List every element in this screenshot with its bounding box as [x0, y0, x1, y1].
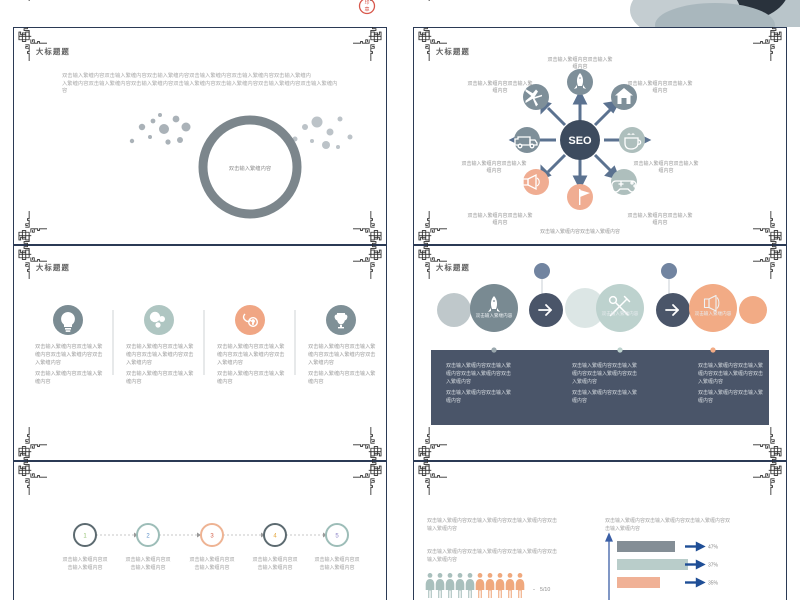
svg-text:1: 1 [83, 534, 87, 540]
svg-text:双击输入繁缠内容双击输入繁: 双击输入繁缠内容双击输入繁 [308, 369, 375, 377]
svg-text:双击输入繁缠内容双击输入繁缠内容双击输入繁缠内容双击: 双击输入繁缠内容双击输入繁缠内容双击输入繁缠内容双击 [427, 517, 557, 524]
svg-text:双击输入繁缠内容双击输入繁: 双击输入繁缠内容双击输入繁 [308, 342, 375, 350]
svg-text:缠内容双击输入繁缠内容双击: 缠内容双击输入繁缠内容双击 [446, 370, 511, 377]
svg-text:缠内容: 缠内容 [572, 63, 587, 70]
svg-text:入繁缠内容: 入繁缠内容 [572, 378, 597, 385]
svg-text:3: 3 [210, 534, 214, 540]
svg-text:双击输入繁缠内容双击输入繁: 双击输入繁缠内容双击输入繁 [467, 80, 532, 87]
svg-text:双击输入繁缠内容双击输入繁: 双击输入繁缠内容双击输入繁 [35, 369, 102, 377]
svg-text:双击输入繁缠内容双击输入繁: 双击输入繁缠内容双击输入繁 [446, 362, 511, 369]
svg-text:双击输入繁缠内容双: 双击输入繁缠内容双 [62, 556, 107, 563]
svg-text:双击输入繁缠内容双击输入繁: 双击输入繁缠内容双击输入繁 [633, 160, 698, 167]
svg-text:双击输入繁缠内容双: 双击输入繁缠内容双 [125, 556, 170, 563]
svg-text:双击输入繁缠内容双击输入繁: 双击输入繁缠内容双击输入繁 [217, 369, 284, 377]
svg-text:缠内容: 缠内容 [492, 87, 507, 94]
svg-text:双击输入繁缠内容双击输入繁缠内容双击输入繁缠内容双击: 双击输入繁缠内容双击输入繁缠内容双击输入繁缠内容双击 [427, 548, 557, 555]
svg-text:击输入繁缠内容: 击输入繁缠内容 [194, 564, 229, 571]
svg-text:双击输入繁缠内容双击输入繁: 双击输入繁缠内容双击输入繁 [126, 342, 193, 350]
svg-text:缠内容: 缠内容 [446, 397, 461, 404]
svg-text:双击输入繁缠内容双击输入繁: 双击输入繁缠内容双击输入繁 [467, 212, 532, 219]
svg-text:输入繁缠内容: 输入繁缠内容 [427, 525, 457, 532]
svg-text:入繁缠内容: 入繁缠内容 [308, 358, 334, 366]
svg-text:双击输入繁缠内容: 双击输入繁缠内容 [229, 164, 272, 172]
svg-text:缠内容: 缠内容 [35, 377, 51, 385]
svg-text:缠内容双击输入繁缠内容双击: 缠内容双击输入繁缠内容双击 [698, 370, 763, 377]
svg-text:入繁缠内容: 入繁缠内容 [446, 378, 471, 385]
svg-text:缠内容: 缠内容 [698, 397, 713, 404]
svg-text:双击输入繁缠内容双击输入繁: 双击输入繁缠内容双击输入繁 [35, 342, 102, 350]
svg-text:SEO: SEO [568, 135, 592, 147]
svg-text:双击输入繁缠内容双击输入繁: 双击输入繁缠内容双击输入繁 [627, 80, 692, 87]
svg-text:入繁缠内容: 入繁缠内容 [126, 358, 152, 366]
svg-text:缠内容双击输入繁缠内容双击: 缠内容双击输入繁缠内容双击 [126, 350, 193, 358]
svg-text:击输入繁缠内容: 击输入繁缠内容 [257, 564, 292, 571]
svg-text:缠内容双击输入繁缠内容双击: 缠内容双击输入繁缠内容双击 [572, 370, 637, 377]
svg-text:2: 2 [146, 534, 150, 540]
svg-text:双击输入繁缠内容双击输入繁缠内容: 双击输入繁缠内容双击输入繁缠内容 [540, 228, 620, 235]
svg-text:双击输入繁缠内容: 双击输入繁缠内容 [476, 312, 513, 319]
svg-text:双击输入繁缠内容双击输入繁: 双击输入繁缠内容双击输入繁 [126, 369, 193, 377]
svg-text:双击输入繁缠内容双击输入繁: 双击输入繁缠内容双击输入繁 [572, 389, 637, 396]
svg-text:缠内容双击输入繁缠内容双击: 缠内容双击输入繁缠内容双击 [217, 350, 284, 358]
svg-text:双击输入繁缠内容双击输入繁: 双击输入繁缠内容双击输入繁 [627, 212, 692, 219]
svg-text:缠内容: 缠内容 [658, 167, 673, 174]
svg-text:缠内容: 缠内容 [572, 397, 587, 404]
svg-text:入繁缠内容: 入繁缠内容 [698, 378, 723, 385]
svg-text:双击输入繁缠内容双击输入繁: 双击输入繁缠内容双击输入繁 [217, 342, 284, 350]
svg-text:47%: 47% [708, 545, 719, 551]
svg-text:缠内容: 缠内容 [652, 87, 667, 94]
svg-text:缠内容: 缠内容 [492, 219, 507, 226]
svg-text:印: 印 [364, 0, 369, 6]
svg-text:缠内容: 缠内容 [486, 167, 501, 174]
svg-text:35%: 35% [708, 581, 719, 587]
svg-text:双击输入繁缠内容双击输入繁: 双击输入繁缠内容双击输入繁 [461, 160, 526, 167]
svg-text:章: 章 [364, 6, 369, 13]
svg-text:?: ? [252, 320, 255, 326]
svg-text:入繁缠内容: 入繁缠内容 [35, 358, 61, 366]
svg-text:37%: 37% [708, 563, 719, 569]
svg-text:缠内容双击输入繁缠内容双击: 缠内容双击输入繁缠内容双击 [35, 350, 102, 358]
svg-text:双击输入繁缠内容: 双击输入繁缠内容 [695, 310, 732, 317]
svg-text:5: 5 [335, 534, 339, 540]
svg-text:双击输入繁缠内容双: 双击输入繁缠内容双 [252, 556, 297, 563]
svg-text:双击输入繁缠内容双击输入繁: 双击输入繁缠内容双击输入繁 [698, 362, 763, 369]
svg-text:入繁缠内容: 入繁缠内容 [217, 358, 243, 366]
svg-text:4: 4 [273, 534, 277, 540]
svg-text:双击输入繁缠内容双击输入繁: 双击输入繁缠内容双击输入繁 [547, 56, 612, 63]
svg-text:缠内容: 缠内容 [308, 377, 324, 385]
svg-text:输入繁缠内容: 输入繁缠内容 [427, 556, 457, 563]
svg-text:双击输入繁缠内容双击输入繁: 双击输入繁缠内容双击输入繁 [572, 362, 637, 369]
svg-text:缠内容双击输入繁缠内容双击: 缠内容双击输入繁缠内容双击 [308, 350, 375, 358]
svg-text:缠内容: 缠内容 [652, 219, 667, 226]
svg-text:双击输入繁缠内容双击输入繁: 双击输入繁缠内容双击输入繁 [446, 389, 511, 396]
svg-text:缠内容: 缠内容 [126, 377, 142, 385]
svg-text:双击输入繁缠内容双击输入繁缠内容双击输入繁缠内容双: 双击输入繁缠内容双击输入繁缠内容双击输入繁缠内容双 [605, 517, 730, 524]
svg-text:击输入繁缠内容: 击输入繁缠内容 [319, 564, 354, 571]
svg-text:-: - [533, 587, 535, 593]
svg-text:双击输入繁缠内容双击输入繁: 双击输入繁缠内容双击输入繁 [698, 389, 763, 396]
svg-text:击输入繁缠内容: 击输入繁缠内容 [130, 564, 165, 571]
svg-text:击输入繁缠内容: 击输入繁缠内容 [605, 525, 640, 532]
svg-text:双击输入繁缠内容双: 双击输入繁缠内容双 [314, 556, 359, 563]
svg-text:5/10: 5/10 [540, 587, 550, 593]
svg-text:双击输入繁缠内容双: 双击输入繁缠内容双 [189, 556, 234, 563]
svg-text:双击输入繁缠内容: 双击输入繁缠内容 [602, 310, 639, 317]
svg-text:击输入繁缠内容: 击输入繁缠内容 [67, 564, 102, 571]
svg-text:缠内容: 缠内容 [217, 377, 233, 385]
